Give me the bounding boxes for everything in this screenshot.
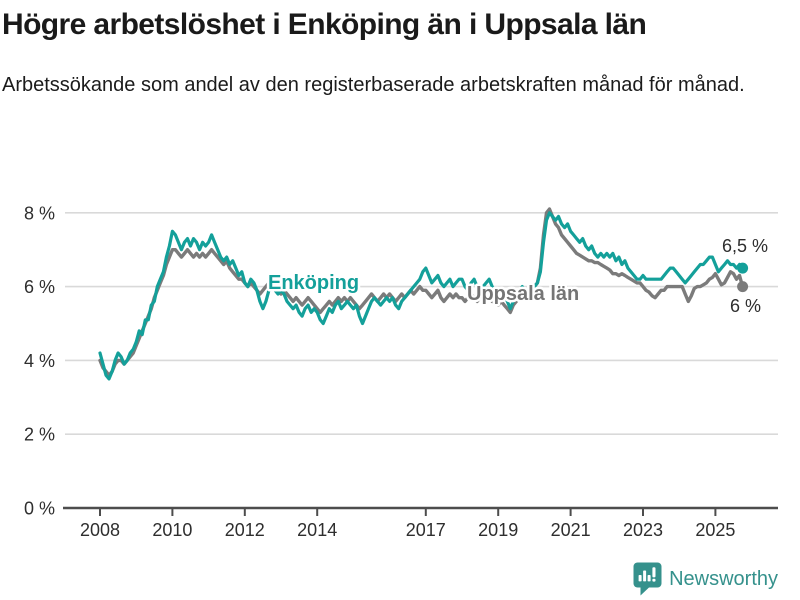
x-tick-label: 2017 (406, 520, 446, 540)
bar-chart-speech-bubble-icon (633, 562, 662, 596)
page-subtitle: Arbetssökande som andel av den registerb… (2, 74, 745, 96)
uppsala-end-dot (737, 281, 749, 293)
uppsala-series-label: Uppsala län (467, 283, 579, 305)
x-tick-label: 2014 (297, 520, 337, 540)
brand-name: Newsworthy (669, 567, 778, 590)
enkoping-end-dot (737, 262, 749, 274)
x-tick-label: 2010 (152, 520, 192, 540)
y-tick-label: 2 % (24, 425, 55, 445)
y-tick-label: 0 % (24, 499, 55, 519)
x-tick-label: 2021 (551, 520, 591, 540)
y-tick-label: 6 % (24, 277, 55, 297)
gridlines-and-axes: 8 % 6 % 4 % 2 % 0 % 2008 2010 2012 2014 2017 2019 2… (24, 203, 778, 540)
x-tick-label: 2023 (623, 520, 663, 540)
page-title: Högre arbetslöshet i Enköping än i Uppsa… (2, 8, 647, 41)
uppsala-end-value-label: 6 % (730, 296, 761, 316)
x-tick-label: 2008 (80, 520, 120, 540)
enkoping-series-label: Enköping (268, 272, 359, 294)
x-tick-label: 2019 (478, 520, 518, 540)
y-tick-label: 4 % (24, 351, 55, 371)
uppsala-line (98, 207, 745, 377)
y-tick-label: 8 % (24, 203, 55, 223)
enkoping-end-value-label: 6,5 % (722, 236, 768, 256)
x-tick-label: 2012 (225, 520, 265, 540)
newsworthy-logo[interactable]: Newsworthy (633, 562, 778, 596)
x-tick-label: 2025 (695, 520, 735, 540)
enkoping-line (98, 211, 745, 381)
